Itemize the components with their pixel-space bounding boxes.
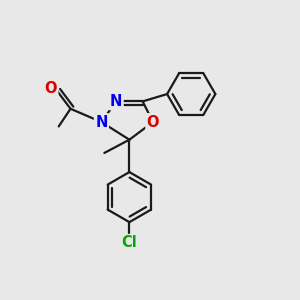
Text: O: O [44,81,57,96]
Text: N: N [95,115,108,130]
Text: N: N [110,94,122,109]
Text: O: O [147,115,159,130]
Text: Cl: Cl [122,235,137,250]
